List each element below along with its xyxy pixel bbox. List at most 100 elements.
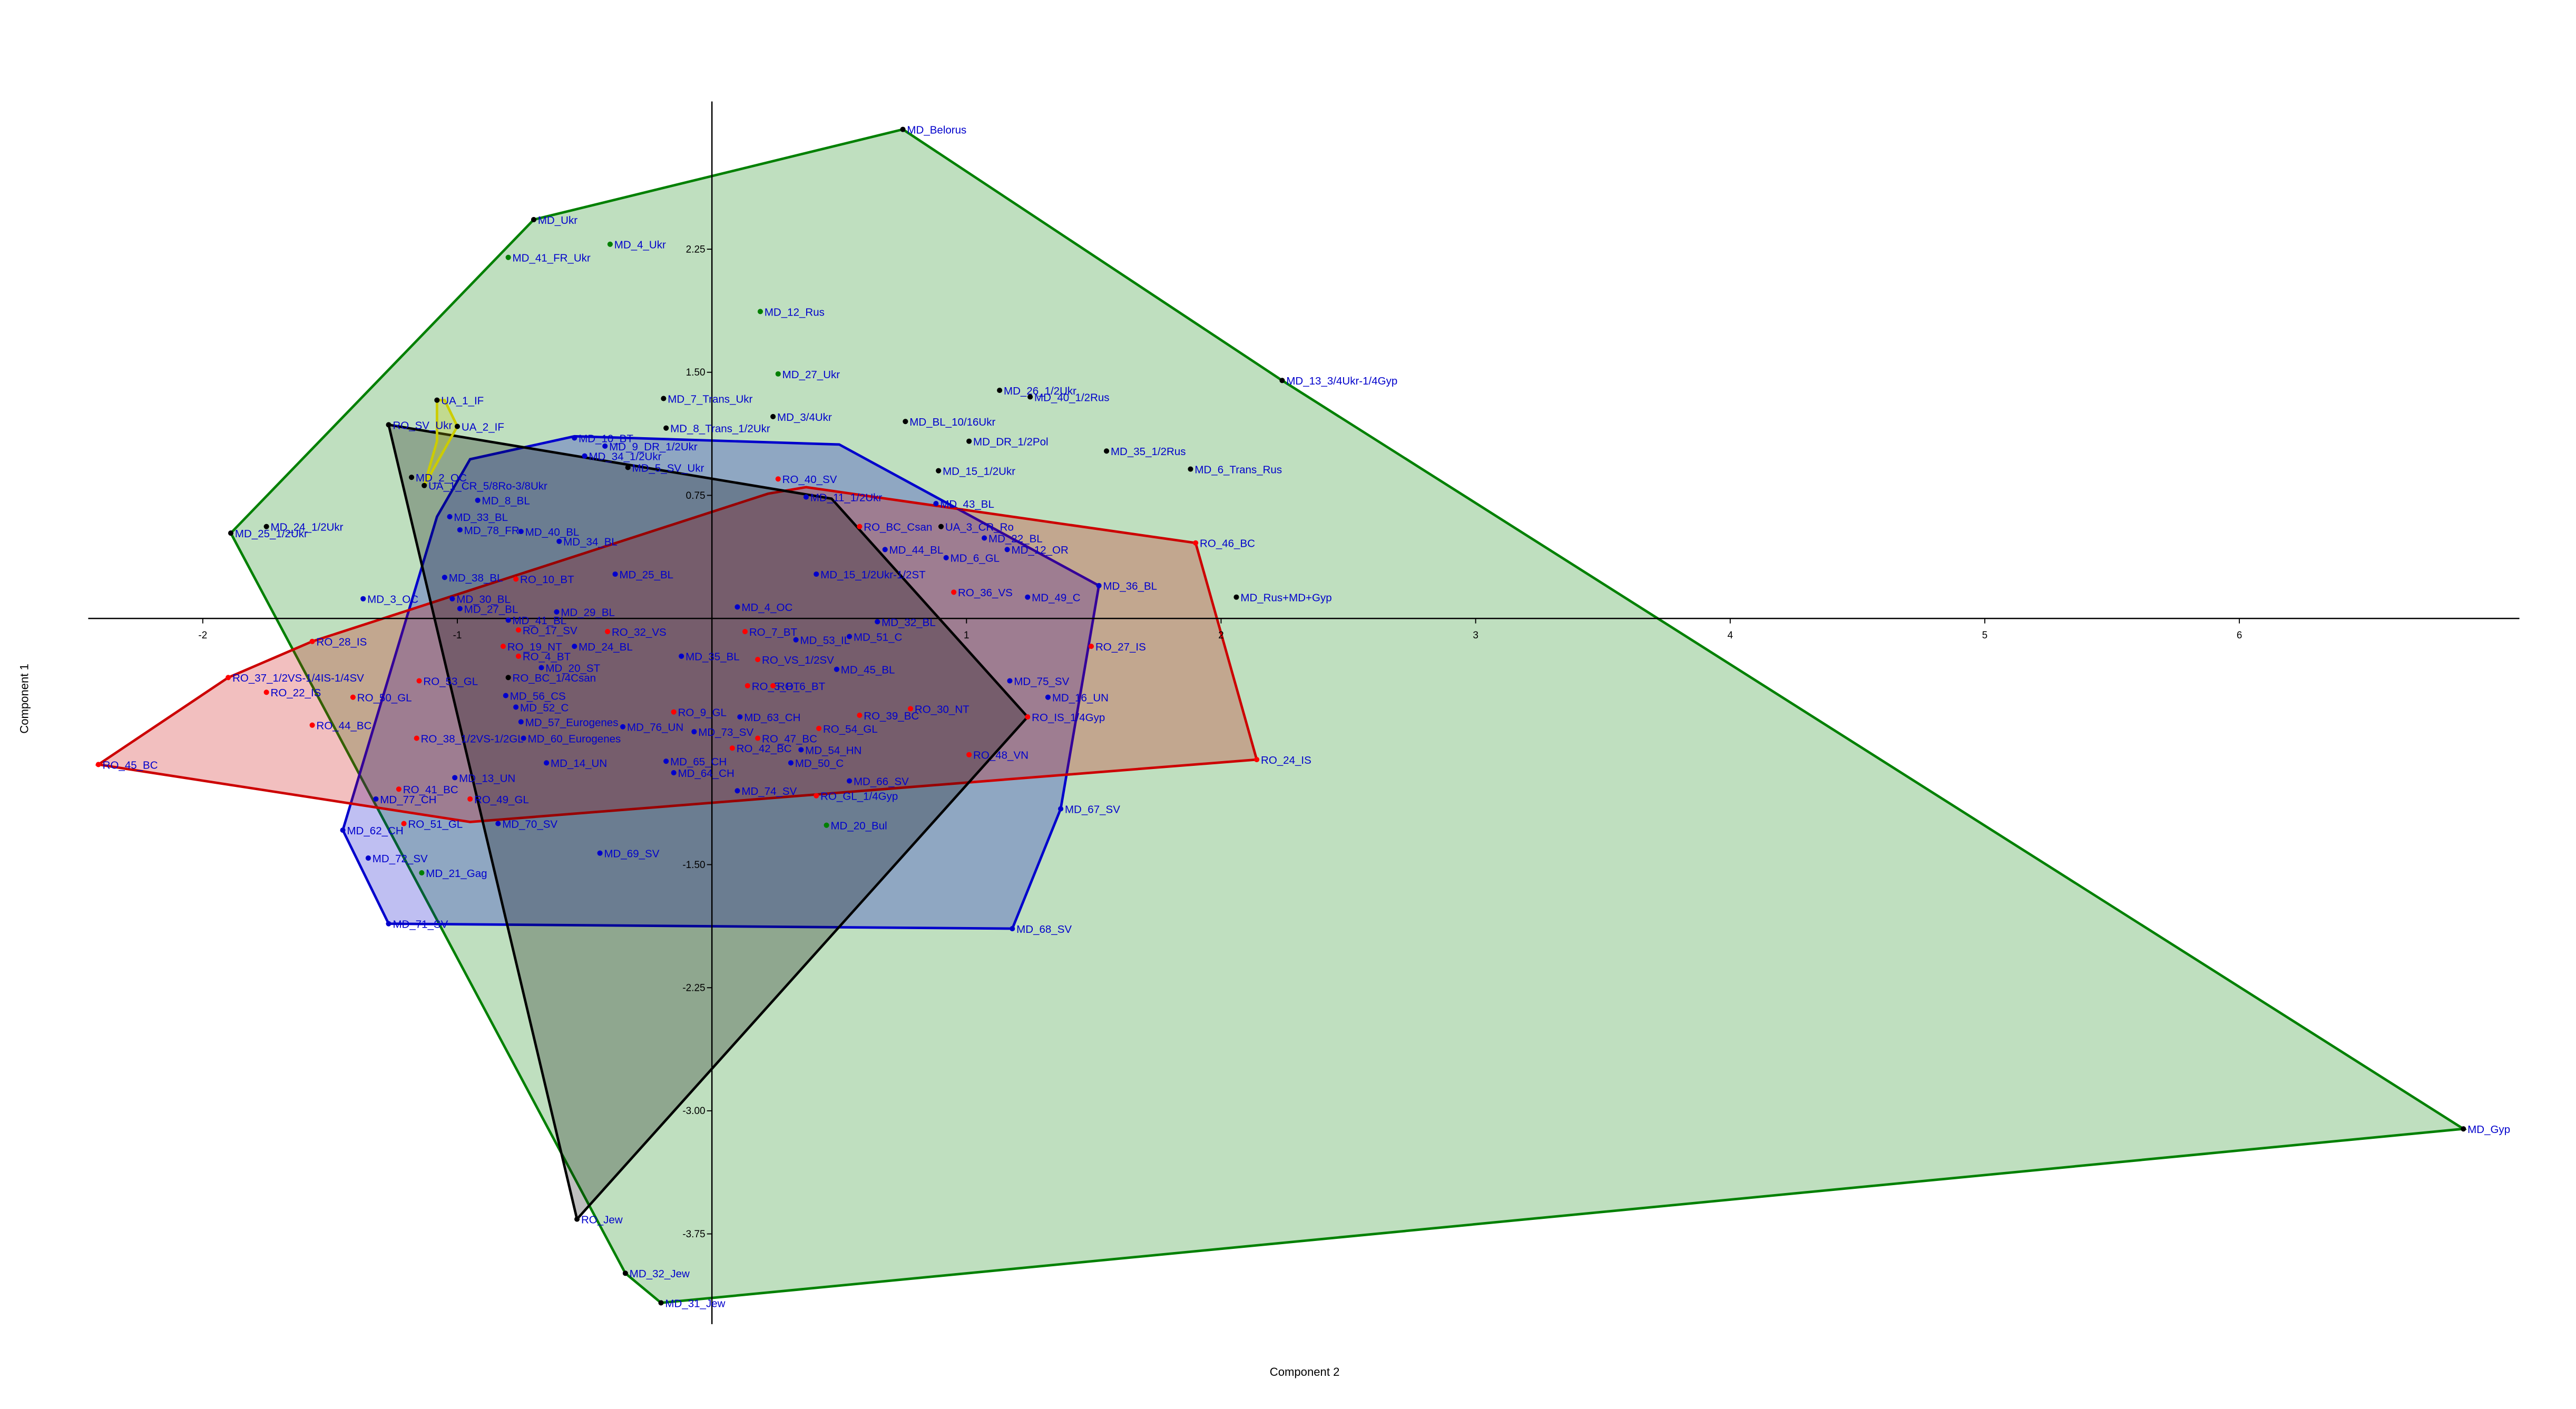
point [745,683,750,688]
point [691,729,697,735]
point-label: MD_41_FR_Ukr [513,252,591,264]
point [607,241,613,247]
point-label: MD_4_OC [741,602,792,614]
point [422,482,427,488]
point [518,528,524,535]
point-label: MD_16_UN [1052,692,1109,704]
point [938,524,944,529]
point [263,689,269,695]
point [309,638,315,644]
point [419,870,425,876]
point-label: RO_SV_Ukr [393,419,452,431]
point [737,714,743,720]
point-label: MD_36_BL [1103,580,1157,593]
point-label: MD_44_BL [889,544,944,556]
point-label: MD_65_CH [670,756,727,768]
hull [95,486,1259,823]
point-label: MD_24_1/2Ukr [271,521,344,534]
point [755,656,761,663]
point-label: MD_41_BL [513,615,567,627]
point [518,719,524,725]
point [416,678,422,684]
point-label: RO_42_BC [737,743,792,755]
point-label: RO_VS_1/2SV [762,654,834,666]
point-label: MD_12_Rus [765,306,825,318]
y-tick-label: 1.50 [686,367,706,378]
y-tick-label: -2.25 [682,983,705,994]
point-label: MD_2_OC [416,472,467,484]
point [401,821,407,826]
point [793,637,799,643]
point-label: MD_54_HN [805,744,861,756]
point-label: RO_5_BT [752,681,800,693]
x-tick-label: 2 [1218,630,1224,641]
point-label: MD_57_Eurogenes [525,716,619,728]
point-label: MD_Rus+MD+Gyp [1240,592,1331,604]
point-label: RO_46_BC [1200,538,1255,550]
point [1058,806,1064,812]
point [360,596,366,602]
point [788,760,794,766]
point-label: MD_8_Trans_1/2Ukr [670,423,770,435]
point [414,735,419,741]
point [900,126,906,132]
point-label: UA_1_IF [441,395,484,407]
point-label: MD_35_BL [685,651,740,663]
point-label: MD_49_C [1032,592,1081,604]
point-label: MD_Belorus [907,124,966,136]
point-label: RO_40_SV [782,474,837,486]
point [847,778,853,784]
hull [229,128,2467,1304]
point-label: RO_50_GL [357,692,412,704]
point [531,216,537,223]
point-label: RO_GL_1/4Gyp [820,791,898,803]
point-label: RO_37_1/2VS-1/4IS-1/4SV [232,672,364,684]
point [798,747,804,753]
point [386,422,391,428]
point [620,724,626,730]
point-label: MD_27_BL [464,603,518,615]
point-label: MD_35_1/2Rus [1111,446,1186,458]
point-label: UA_3_CR_Ro [945,521,1014,534]
point-label: MD_60_Eurogenes [528,733,621,745]
point [95,762,101,767]
point [386,921,391,927]
point-label: RO_17_SV [523,625,577,637]
point-label: MD_11_1/2Ukr [810,491,883,504]
point-label: MD_34_BL [563,536,618,548]
point [554,609,560,615]
point [544,760,550,766]
point [1007,678,1013,684]
point-label: MD_Gyp [2467,1124,2510,1136]
y-tick-label: -1.50 [682,860,705,871]
point [396,786,401,792]
point [757,309,763,314]
point [966,752,972,757]
point-label: UA_1_CR_5/8Ro-3/8Ukr [428,480,547,492]
point-label: RO_53_GL [423,675,478,687]
point [770,683,776,688]
point-label: MD_25_1/2Ukr [235,528,308,540]
point-label: RO_49_GL [474,794,529,806]
point-label: MD_6_Trans_Rus [1194,464,1282,476]
point [933,500,939,507]
point [572,644,577,649]
point-label: MD_72_SV [373,853,428,865]
point [816,725,822,731]
point-label: RO_BC_1/4Csan [513,672,596,684]
point-label: MD_62_CH [347,825,403,837]
point-label: RO_45_BC [103,759,158,771]
point [679,653,684,659]
point [582,453,587,459]
point-label: RO_36_VS [958,587,1013,599]
point [309,722,315,728]
point [671,770,677,776]
point-label: MD_71_SV [393,919,448,931]
point-label: MD_78_FR [464,525,520,537]
point [857,712,863,718]
point [513,576,519,582]
point-label: MD_31_Jew [665,1297,725,1309]
point-label: MD_27_Ukr [782,369,840,381]
point-label: MD_4_Ukr [614,239,666,251]
